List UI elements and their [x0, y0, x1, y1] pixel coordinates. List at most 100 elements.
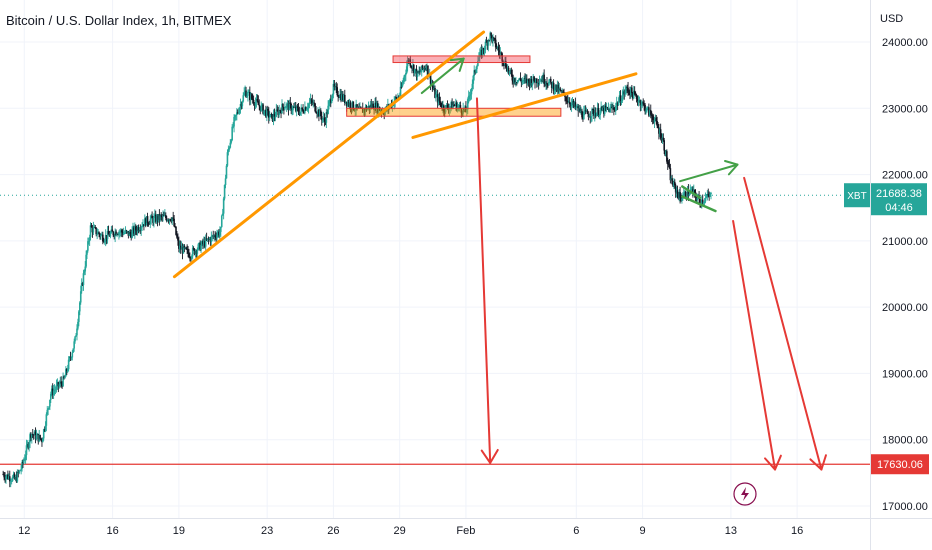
candle-body: [200, 245, 202, 251]
candle-body: [637, 100, 640, 103]
candle-body: [65, 369, 68, 372]
candle-body: [57, 382, 60, 387]
candle-body: [633, 90, 636, 95]
candle-body: [598, 115, 601, 117]
candle-body: [505, 61, 507, 68]
candle-body: [67, 359, 70, 370]
candle-body: [618, 95, 621, 102]
candle-body: [677, 193, 680, 199]
candle-body: [87, 241, 90, 242]
candle-body: [288, 102, 291, 111]
candle-body: [140, 227, 142, 231]
resistance-box: [346, 107, 562, 117]
candle-body: [682, 193, 685, 198]
candle-body: [486, 41, 489, 46]
candle-body: [12, 474, 15, 477]
candle-body: [32, 434, 35, 436]
candle-body: [669, 168, 672, 181]
candle-body: [634, 94, 637, 95]
candle-body: [6, 474, 8, 477]
candle-body: [653, 120, 656, 123]
candle-body: [616, 102, 619, 106]
candle-body: [315, 111, 317, 113]
candle-body: [523, 78, 525, 81]
candle-body: [579, 108, 581, 113]
candle-body: [583, 111, 585, 120]
candle-body: [158, 214, 161, 220]
candle-body: [664, 150, 666, 156]
candle-body: [636, 98, 639, 103]
y-tick-label: 23000.00: [882, 103, 928, 115]
candle-body: [104, 235, 107, 241]
candle-body: [19, 470, 21, 472]
candle-body: [587, 113, 590, 118]
candle-body: [560, 89, 562, 93]
candle-body: [423, 68, 426, 70]
candle-body: [570, 103, 573, 107]
candle-body: [374, 102, 376, 110]
candle-body: [62, 376, 64, 387]
candle-body: [368, 105, 371, 110]
candle-body: [438, 96, 441, 102]
candle-body: [458, 105, 461, 107]
candle-body: [603, 107, 605, 114]
candle-body: [290, 104, 293, 112]
candle-body: [578, 108, 580, 112]
candle-body: [690, 189, 692, 191]
candle-body: [150, 215, 152, 220]
y-tick-label: 24000.00: [882, 37, 928, 49]
candle-body: [49, 399, 51, 407]
breakout-arrow: [679, 163, 739, 183]
candle-body: [631, 87, 633, 93]
candle-body: [332, 83, 335, 95]
candle-body: [294, 106, 296, 108]
trend-line: [172, 30, 486, 279]
candle-body: [252, 99, 255, 104]
candle-body: [420, 65, 423, 72]
candle-body: [403, 76, 405, 82]
candle-body: [645, 110, 647, 112]
candle-body: [61, 383, 63, 387]
breakout-arrow-head: [449, 57, 465, 72]
candle-body: [648, 107, 650, 116]
candle-body: [491, 35, 493, 42]
candle-body: [71, 352, 74, 358]
candle-body: [172, 217, 174, 219]
candle-body: [585, 110, 588, 112]
candle-body: [624, 90, 627, 95]
candle-body: [305, 107, 307, 111]
candle-body: [644, 104, 646, 112]
candle-body: [217, 231, 219, 235]
candle-body: [655, 117, 658, 121]
candle-body: [532, 76, 534, 83]
candle-body: [461, 112, 464, 114]
chart-title: Bitcoin / U.S. Dollar Index, 1h, BITMEX: [6, 13, 232, 28]
candle-body: [41, 439, 43, 443]
symbol-badge: [844, 183, 870, 208]
candle-body: [146, 216, 149, 224]
candle-body: [410, 65, 412, 67]
candle-body: [297, 107, 300, 113]
candle-body: [441, 106, 443, 109]
candle-body: [95, 227, 98, 235]
candle-body: [277, 110, 280, 115]
candle-body: [494, 38, 496, 40]
candle-body: [510, 70, 513, 75]
candle-body: [672, 183, 674, 187]
candle-body: [497, 47, 500, 51]
candle-body: [583, 110, 586, 112]
candle-body: [395, 97, 397, 99]
candle-body: [706, 194, 709, 197]
candle-body: [334, 86, 337, 88]
candle-body: [105, 235, 108, 240]
candle-body: [709, 193, 711, 197]
candle-body: [663, 140, 666, 151]
candle-body: [401, 83, 404, 87]
candle-body: [129, 231, 132, 235]
candle-body: [109, 233, 112, 237]
candle-body: [194, 250, 197, 255]
candle-body: [424, 67, 427, 70]
candle-body: [575, 106, 578, 108]
candle-body: [88, 237, 91, 242]
